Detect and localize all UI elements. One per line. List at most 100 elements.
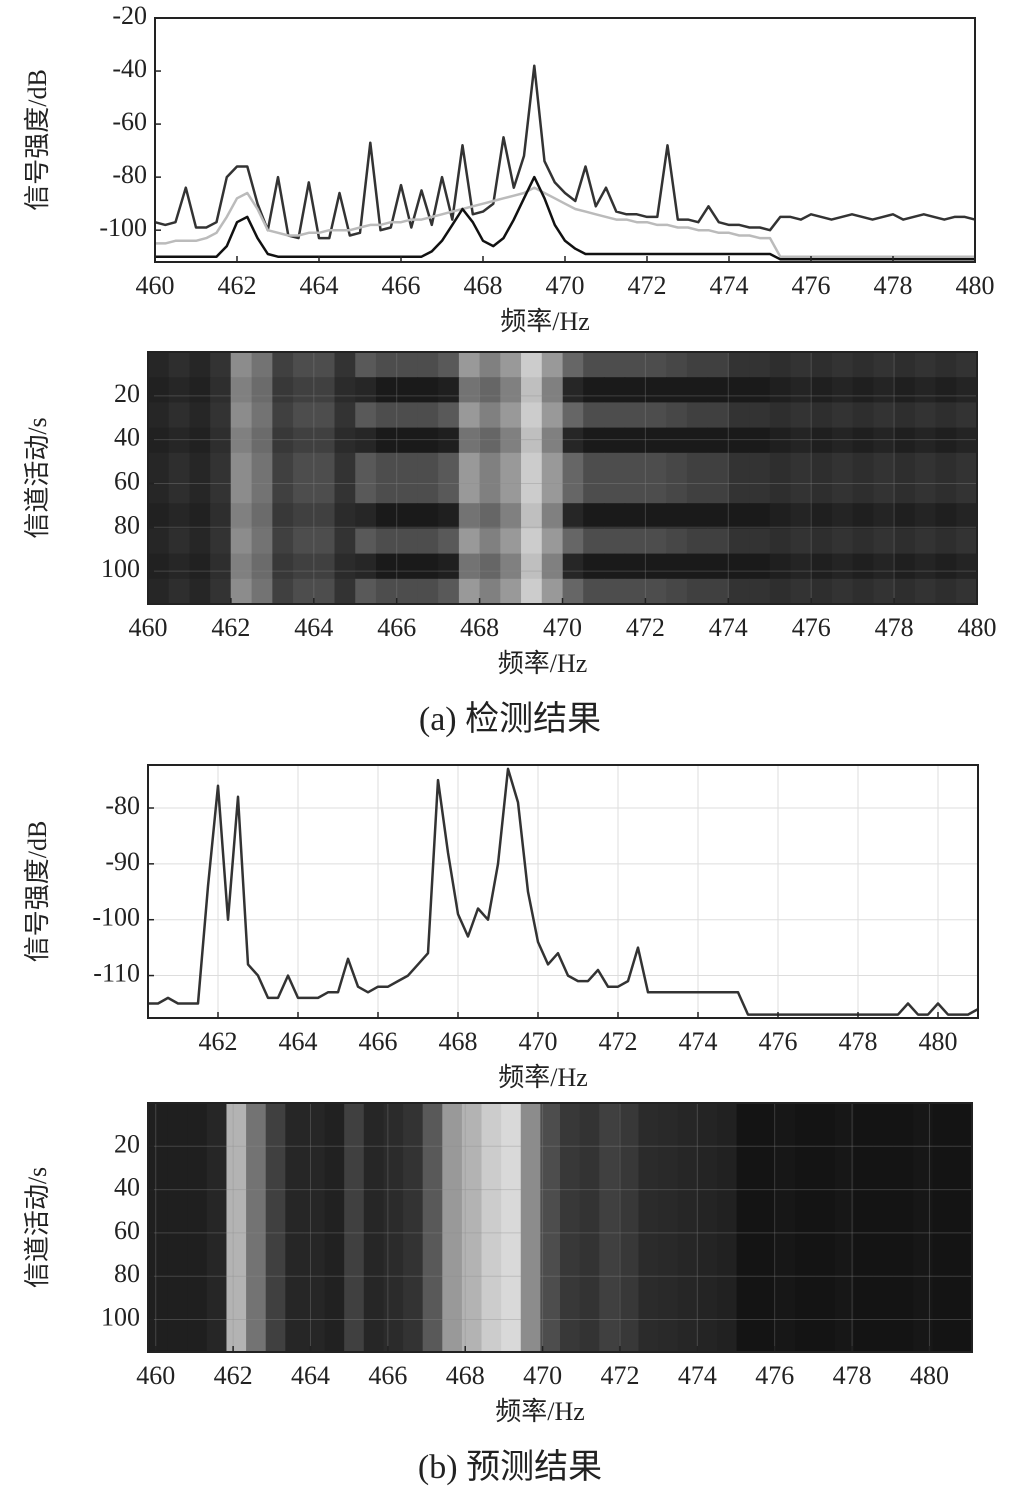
heat-cell bbox=[956, 528, 978, 555]
heat-cell bbox=[458, 377, 481, 403]
heat-cell bbox=[645, 402, 667, 429]
heat-cell bbox=[396, 553, 419, 580]
x-tick-label: 468 bbox=[439, 1027, 478, 1056]
heat-cell bbox=[831, 352, 854, 378]
heat-cell bbox=[293, 352, 315, 378]
heat-cell bbox=[293, 452, 315, 479]
heat-cell bbox=[560, 1103, 581, 1353]
heat-cell bbox=[417, 377, 439, 403]
heat-cell bbox=[293, 553, 315, 580]
heat-cell bbox=[914, 452, 937, 479]
heat-cell bbox=[811, 352, 833, 378]
series-line bbox=[155, 175, 975, 261]
heat-cell bbox=[500, 452, 522, 479]
heat-cell bbox=[852, 503, 874, 529]
heat-cell bbox=[935, 427, 957, 454]
heat-cell bbox=[500, 427, 522, 454]
heat-cell bbox=[935, 402, 957, 429]
heat-cell bbox=[272, 528, 294, 555]
heat-cell bbox=[790, 352, 812, 378]
heat-cell bbox=[375, 503, 398, 529]
heat-cell bbox=[686, 352, 709, 378]
heat-cell bbox=[355, 503, 377, 529]
heat-cell bbox=[749, 452, 771, 479]
heat-cell bbox=[603, 578, 626, 605]
heat-cell bbox=[479, 352, 501, 378]
heat-cell bbox=[541, 377, 564, 403]
heat-cell bbox=[645, 503, 667, 529]
heat-cell bbox=[873, 1103, 895, 1353]
x-tick-label: 478 bbox=[833, 1361, 872, 1390]
heat-cell bbox=[168, 553, 191, 580]
heat-cell bbox=[583, 352, 605, 378]
heat-cell bbox=[790, 452, 812, 479]
heat-cell bbox=[666, 402, 688, 429]
heat-cell bbox=[500, 352, 522, 378]
heat-cell bbox=[707, 578, 729, 605]
heat-cell bbox=[852, 578, 874, 605]
heat-cell bbox=[417, 352, 439, 378]
x-axis-label: 频率/Hz bbox=[498, 649, 588, 678]
heat-cell bbox=[666, 478, 688, 504]
x-tick-label: 472 bbox=[600, 1361, 639, 1390]
heat-cell bbox=[854, 1103, 875, 1353]
heat-cell bbox=[666, 352, 688, 378]
x-tick-label: 460 bbox=[136, 1361, 175, 1390]
heat-cell bbox=[666, 578, 688, 605]
heat-cell bbox=[914, 553, 937, 580]
heat-cell bbox=[852, 377, 874, 403]
heat-cell bbox=[438, 352, 460, 378]
plot-frame bbox=[154, 17, 976, 263]
heat-cell bbox=[645, 352, 667, 378]
heat-cell bbox=[375, 402, 398, 429]
heat-cell bbox=[790, 578, 812, 605]
x-tick-label: 462 bbox=[211, 613, 250, 642]
x-tick-label: 464 bbox=[300, 271, 339, 300]
heat-cell bbox=[728, 478, 750, 504]
heat-cell bbox=[935, 452, 957, 479]
heat-cell bbox=[148, 528, 170, 555]
heat-cell bbox=[749, 578, 771, 605]
heat-cell bbox=[583, 452, 605, 479]
heat-cell bbox=[624, 553, 646, 580]
heat-cell bbox=[375, 578, 398, 605]
heat-cell bbox=[375, 352, 398, 378]
heat-cell bbox=[458, 452, 481, 479]
heat-cell bbox=[396, 377, 419, 403]
x-tick-label: 468 bbox=[446, 1361, 485, 1390]
heat-cell bbox=[148, 427, 170, 454]
heat-cell bbox=[520, 1103, 541, 1353]
heat-cell bbox=[458, 503, 481, 529]
heat-cell bbox=[501, 1103, 522, 1353]
heat-cell bbox=[624, 377, 646, 403]
heat-cell bbox=[285, 1103, 306, 1353]
heat-cell bbox=[479, 528, 501, 555]
heat-cell bbox=[230, 553, 253, 580]
heat-cell bbox=[396, 452, 419, 479]
heat-cell bbox=[375, 553, 398, 580]
heat-cell bbox=[894, 402, 916, 429]
heat-cell bbox=[521, 478, 543, 504]
heat-cell bbox=[624, 452, 646, 479]
x-tick-label: 476 bbox=[792, 613, 831, 642]
y-tick-label: 80 bbox=[114, 510, 140, 539]
heat-cell bbox=[246, 1103, 267, 1353]
heat-cell bbox=[728, 528, 750, 555]
heat-cell bbox=[500, 553, 522, 580]
heat-cell bbox=[707, 427, 729, 454]
heat-cell bbox=[914, 478, 937, 504]
y-tick-label: 40 bbox=[114, 1173, 140, 1202]
heat-cell bbox=[541, 478, 564, 504]
plot-frame bbox=[147, 764, 979, 1019]
heat-cell bbox=[736, 1103, 757, 1353]
heat-cell bbox=[562, 452, 584, 479]
heat-cell bbox=[894, 528, 916, 555]
heat-cell bbox=[168, 352, 191, 378]
heat-cell bbox=[728, 452, 750, 479]
heat-cell bbox=[189, 452, 211, 479]
heat-cell bbox=[304, 1103, 326, 1353]
heat-cell bbox=[562, 427, 584, 454]
heat-cell bbox=[769, 352, 792, 378]
heat-cell bbox=[479, 427, 501, 454]
heat-cell bbox=[790, 377, 812, 403]
